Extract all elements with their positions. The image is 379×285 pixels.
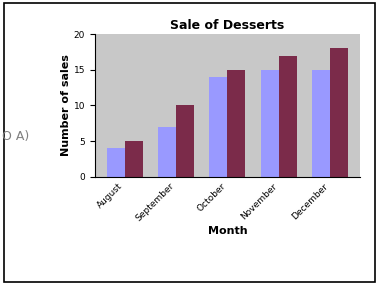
Bar xyxy=(125,141,143,177)
Y-axis label: Number of sales: Number of sales xyxy=(61,54,71,156)
Bar xyxy=(261,70,279,177)
Bar xyxy=(176,105,194,177)
Bar xyxy=(279,56,297,177)
Bar xyxy=(158,127,176,177)
X-axis label: Month: Month xyxy=(208,226,247,236)
Title: Sale of Desserts: Sale of Desserts xyxy=(170,19,285,32)
Bar xyxy=(227,70,245,177)
Bar xyxy=(107,148,125,177)
Bar xyxy=(210,77,227,177)
Bar xyxy=(330,48,348,177)
Bar xyxy=(312,70,330,177)
Text: O A): O A) xyxy=(2,130,29,143)
